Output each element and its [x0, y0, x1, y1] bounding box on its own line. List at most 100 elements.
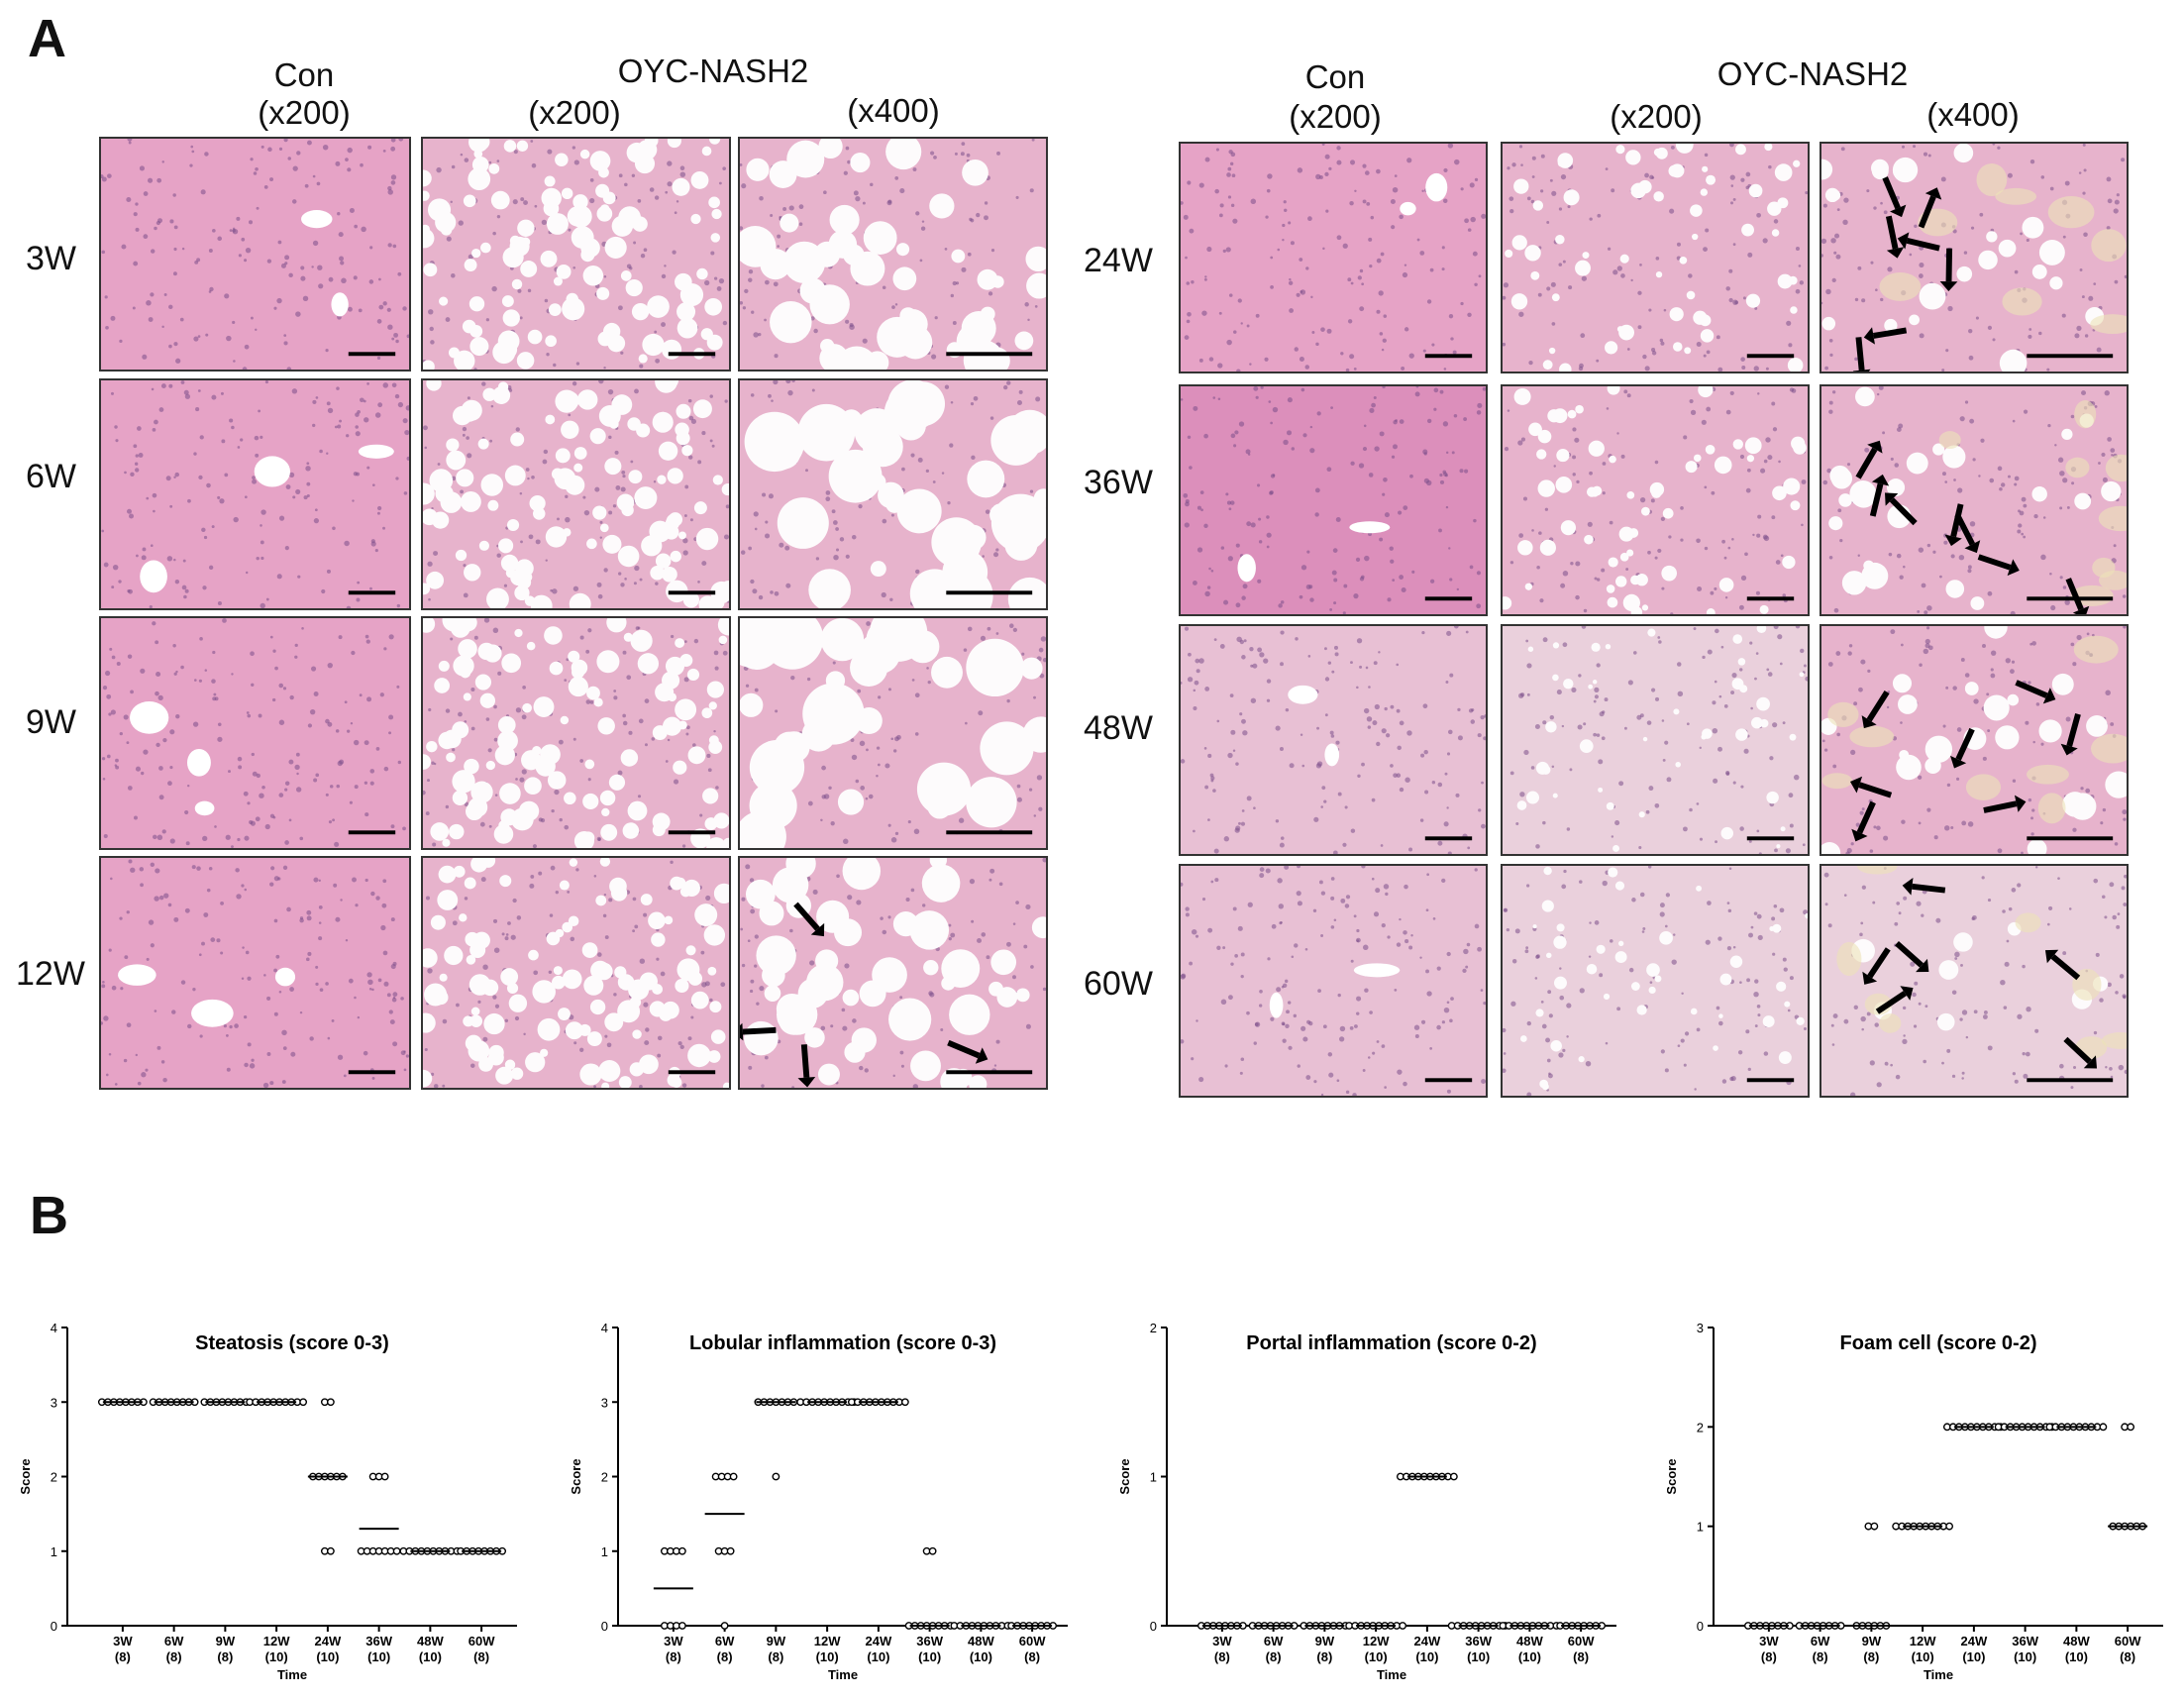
micrograph-12w-nash-x200	[421, 856, 731, 1090]
header-nash-mag2-left: (x400)	[847, 92, 940, 129]
chart-3: 0 1 2 Score Portal inflammation (score 0-2) 3…	[1117, 1321, 1616, 1682]
y-axis-label: Score	[1664, 1458, 1679, 1494]
data-point	[2099, 1423, 2108, 1432]
x-tick-n-label: (8)	[2120, 1649, 2135, 1664]
x-tick-label: 6W	[715, 1634, 735, 1648]
x-tick-label: 36W	[2012, 1634, 2038, 1648]
x-tick-n-label: (10)	[816, 1649, 839, 1664]
x-tick-label: 3W	[1759, 1634, 1779, 1648]
micrograph-3w-nash-x400	[738, 137, 1048, 372]
y-tick-label: 1	[1150, 1470, 1157, 1485]
x-tick-label: 36W	[365, 1634, 392, 1648]
header-con-mag-right: (x200)	[1289, 98, 1382, 135]
x-tick-label: 24W	[866, 1634, 892, 1648]
x-axis-label: Time	[1377, 1667, 1406, 1682]
data-point	[326, 1398, 335, 1407]
y-tick-label: 2	[51, 1470, 57, 1485]
panel-b-letter: B	[30, 1186, 68, 1245]
x-tick-n-label: (10)	[1912, 1649, 1934, 1664]
x-tick-n-label: (8)	[768, 1649, 783, 1664]
x-tick-n-label: (10)	[1962, 1649, 1985, 1664]
x-tick-label: 24W	[1414, 1634, 1441, 1648]
data-point	[1449, 1472, 1458, 1481]
x-tick-n-label: (8)	[1863, 1649, 1879, 1664]
x-tick-n-label: (10)	[265, 1649, 288, 1664]
chart-title: Lobular inflammation (score 0-3)	[689, 1332, 996, 1354]
y-tick-label: 3	[601, 1395, 608, 1410]
row-label-60w: 60W	[1084, 965, 1153, 1003]
micrograph-60w-nash-x400	[1820, 864, 2129, 1098]
x-tick-n-label: (8)	[115, 1649, 131, 1664]
data-point	[1870, 1522, 1879, 1531]
micrograph-24w-nash-x200	[1501, 142, 1810, 373]
micrograph-6w-nash-x400	[738, 378, 1048, 610]
header-nash-right: OYC-NASH2	[1716, 55, 1909, 92]
x-tick-label: 9W	[1862, 1634, 1882, 1648]
micrograph-48w-con-x200	[1179, 624, 1488, 856]
y-tick-label: 2	[601, 1470, 608, 1485]
micrograph-36w-nash-x200	[1501, 384, 1810, 616]
header-nash-left: OYC-NASH2	[617, 53, 809, 89]
x-tick-label: 24W	[315, 1634, 342, 1648]
data-point	[729, 1472, 738, 1481]
x-tick-label: 3W	[664, 1634, 683, 1648]
micrograph-9w-con-x200	[99, 616, 411, 850]
x-tick-n-label: (10)	[1415, 1649, 1438, 1664]
x-tick-n-label: (10)	[419, 1649, 442, 1664]
data-point	[1399, 1622, 1407, 1630]
x-tick-n-label: (8)	[1024, 1649, 1040, 1664]
micrograph-24w-con-x200	[1179, 142, 1488, 373]
micrograph-6w-con-x200	[99, 378, 411, 610]
micrograph-24w-nash-x400	[1820, 142, 2129, 373]
x-tick-n-label: (8)	[1573, 1649, 1589, 1664]
x-axis-label: Time	[277, 1667, 307, 1682]
chart-title: Portal inflammation (score 0-2)	[1246, 1332, 1536, 1354]
x-tick-label: 6W	[1811, 1634, 1830, 1648]
micrograph-6w-nash-x200	[421, 378, 731, 610]
data-point	[772, 1472, 780, 1481]
micrograph-48w-nash-x400	[1820, 624, 2129, 856]
x-tick-label: 36W	[916, 1634, 943, 1648]
x-tick-n-label: (10)	[1467, 1649, 1490, 1664]
data-point	[2127, 1423, 2135, 1432]
x-tick-label: 9W	[1315, 1634, 1335, 1648]
micrograph-9w-nash-x400	[738, 616, 1048, 850]
data-point	[392, 1546, 401, 1555]
micrograph-60w-nash-x200	[1501, 864, 1810, 1098]
y-tick-label: 1	[601, 1544, 608, 1559]
y-tick-label: 2	[1697, 1420, 1704, 1434]
data-point	[928, 1546, 937, 1555]
micrograph-36w-con-x200	[1179, 384, 1488, 616]
x-tick-label: 48W	[968, 1634, 994, 1648]
x-tick-n-label: (8)	[473, 1649, 489, 1664]
x-tick-label: 60W	[468, 1634, 495, 1648]
micrograph-12w-nash-x400	[738, 856, 1048, 1090]
micrograph-3w-nash-x200	[421, 137, 731, 372]
x-tick-n-label: (8)	[1316, 1649, 1332, 1664]
x-tick-label: 3W	[113, 1634, 133, 1648]
x-tick-label: 48W	[417, 1634, 444, 1648]
x-tick-n-label: (8)	[166, 1649, 182, 1664]
x-tick-label: 24W	[1961, 1634, 1988, 1648]
data-point	[380, 1472, 389, 1481]
x-tick-n-label: (8)	[717, 1649, 733, 1664]
x-tick-label: 9W	[216, 1634, 236, 1648]
y-tick-label: 4	[51, 1321, 57, 1335]
y-axis-label: Score	[569, 1458, 583, 1494]
data-point	[326, 1546, 335, 1555]
y-tick-label: 0	[601, 1619, 608, 1634]
micrograph-48w-nash-x200	[1501, 624, 1810, 856]
header-con-mag-left: (x200)	[258, 94, 351, 131]
x-tick-n-label: (8)	[1266, 1649, 1282, 1664]
x-tick-label: 6W	[164, 1634, 184, 1648]
y-tick-label: 4	[601, 1321, 608, 1335]
x-tick-n-label: (10)	[1365, 1649, 1388, 1664]
x-tick-label: 60W	[2115, 1634, 2141, 1648]
row-label-36w: 36W	[1084, 464, 1153, 501]
x-axis-label: Time	[828, 1667, 858, 1682]
x-tick-label: 12W	[263, 1634, 290, 1648]
x-tick-label: 9W	[767, 1634, 786, 1648]
x-tick-n-label: (8)	[1214, 1649, 1230, 1664]
